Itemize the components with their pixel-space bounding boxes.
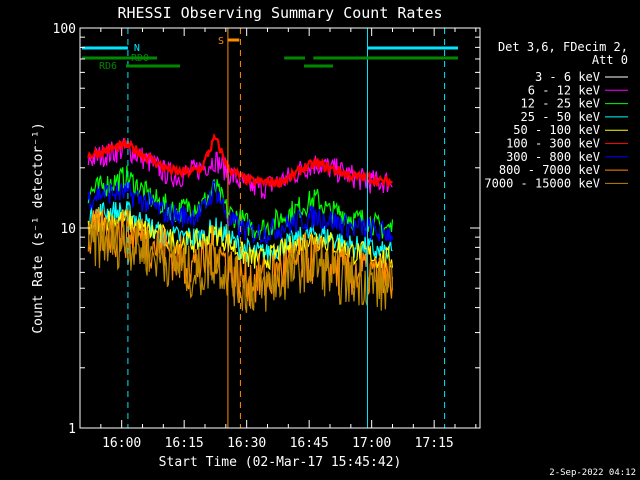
- axes: 16:00 16:15 16:30 16:45 17:00 17:15 1 10 100: [53, 22, 480, 451]
- x-tick-label-2: 16:15: [165, 436, 204, 451]
- x-axis-label: Start Time (02-Mar-17 15:45:42): [159, 455, 402, 470]
- chart-title: RHESSI Observing Summary Count Rates: [117, 4, 442, 22]
- legend-label-7: 300 - 800 keV: [506, 150, 600, 164]
- x-tick-label-4: 16:45: [290, 436, 329, 451]
- legend-label-8: 800 - 7000 keV: [499, 163, 600, 177]
- x-tick-label-3: 16:30: [227, 436, 266, 451]
- night-label: N: [134, 43, 140, 54]
- legend-label-2: 6 - 12 keV: [528, 83, 600, 97]
- rd0-label: RD0: [131, 53, 149, 64]
- x-tick-label-1: 16:00: [102, 436, 141, 451]
- legend-label-3: 12 - 25 keV: [521, 97, 600, 111]
- y-tick-label-2: 10: [60, 222, 76, 237]
- x-tick-label-6: 17:15: [415, 436, 454, 451]
- legend-label-9: 7000 - 15000 keV: [484, 176, 600, 190]
- series-line-5: [87, 209, 394, 271]
- legend-label-4: 25 - 50 keV: [521, 110, 600, 124]
- legend-label-5: 50 - 100 keV: [513, 123, 600, 137]
- y-tick-label-3: 100: [53, 22, 76, 37]
- y-axis-label: Count Rate (s⁻¹ detector⁻¹): [31, 122, 46, 333]
- legend-label-1: 3 - 6 keV: [535, 70, 600, 84]
- legend-header-line1: Det 3,6, FDecim 2,: [498, 40, 628, 54]
- footer-date: 2-Sep-2022 04:12: [549, 468, 636, 478]
- legend-header-line2: Att 0: [592, 53, 628, 67]
- saa-label: S: [218, 36, 224, 47]
- rd6-label: RD6: [99, 61, 117, 72]
- legend-label-6: 100 - 300 keV: [506, 137, 600, 151]
- x-tick-label-5: 17:00: [352, 436, 391, 451]
- y-tick-label-1: 1: [68, 422, 76, 437]
